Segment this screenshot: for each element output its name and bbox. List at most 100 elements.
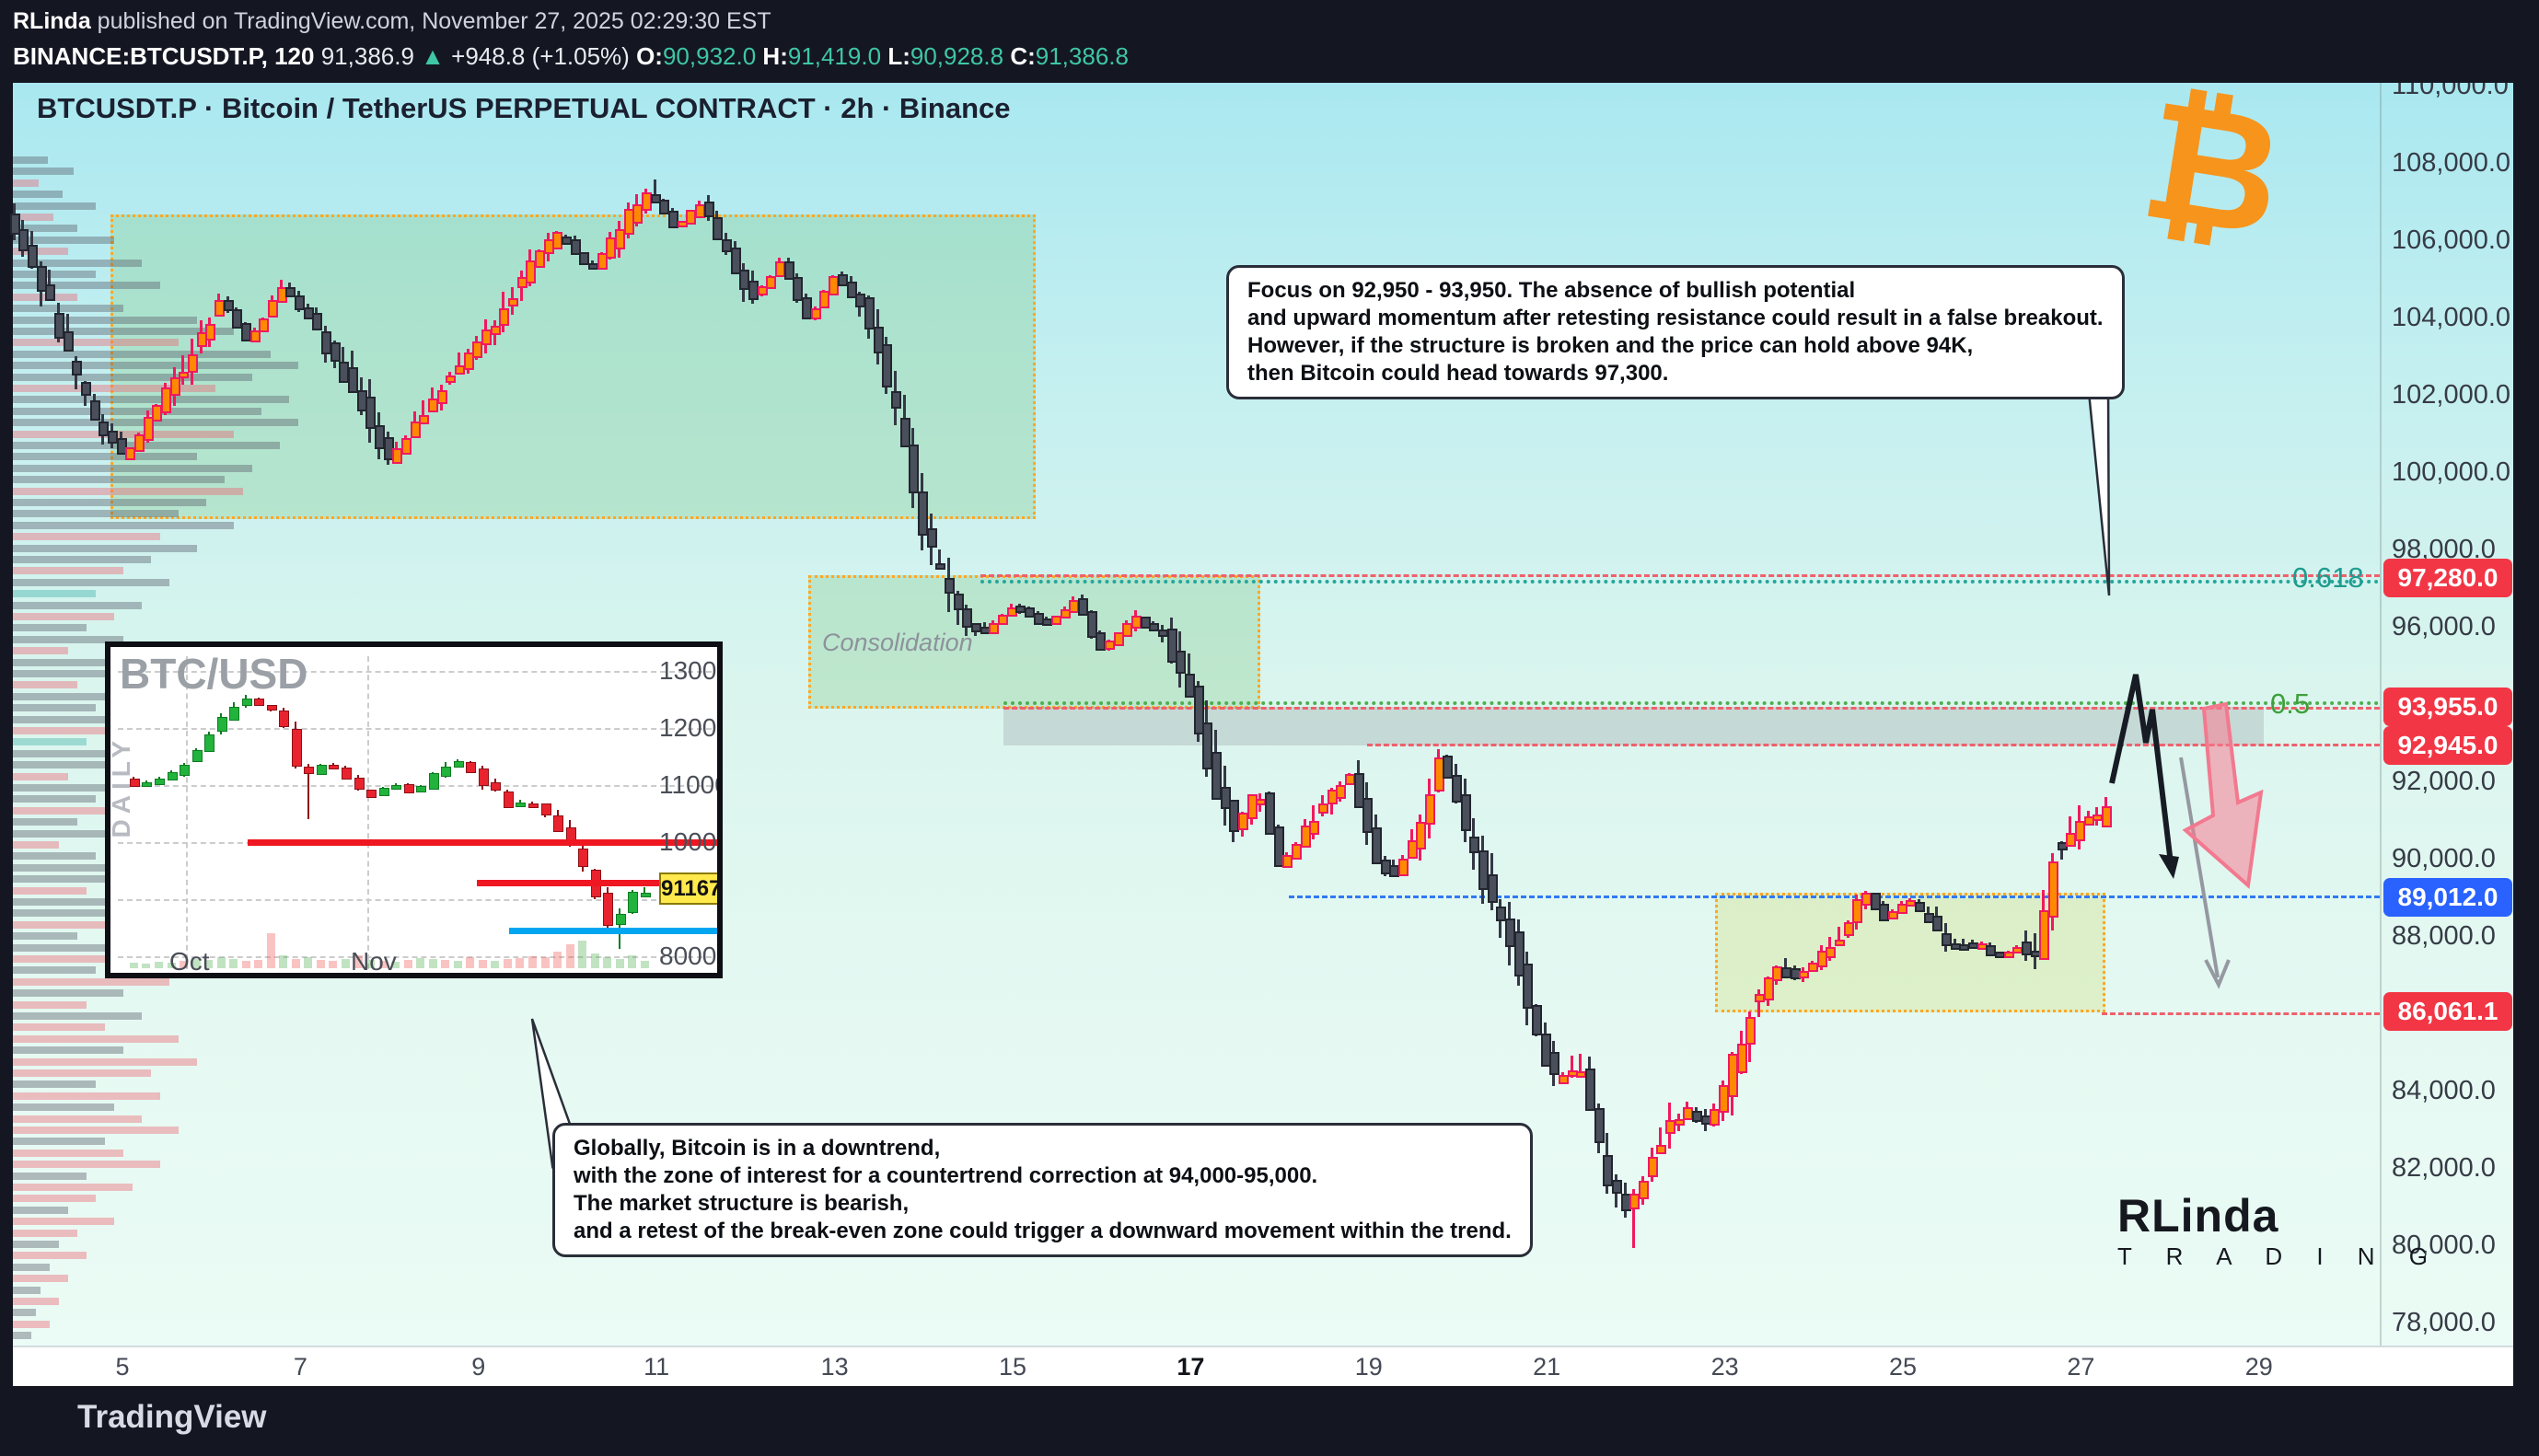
inset-volume-bar xyxy=(478,960,487,968)
candle-body xyxy=(1807,963,1818,973)
byline-text: published on TradingView.com, November 2… xyxy=(90,8,771,34)
annotation-line: then Bitcoin could head towards 97,300. xyxy=(1247,361,1669,386)
volume-profile-row xyxy=(13,1092,160,1100)
annotation-line: The market structure is bearish, xyxy=(574,1191,910,1216)
inset-red-level-100000 xyxy=(248,839,717,846)
candle-wick xyxy=(181,355,185,386)
volume-profile-row xyxy=(13,430,234,438)
candle-body xyxy=(1193,685,1204,734)
candle-body xyxy=(1843,922,1854,936)
inset-candle-body xyxy=(329,764,340,769)
candle-body xyxy=(890,390,901,410)
candle-body xyxy=(1585,1068,1596,1112)
candle-body xyxy=(446,376,457,384)
volume-profile-row xyxy=(13,305,123,313)
candle-body xyxy=(1149,623,1160,631)
y-axis-tick: 108,000.0 xyxy=(2392,148,2511,178)
candle-body xyxy=(1852,898,1863,923)
inset-volume-bar xyxy=(316,960,325,968)
level-97280-teal-dotted xyxy=(980,580,2380,584)
candle-body xyxy=(9,214,20,236)
candle-body xyxy=(1826,947,1837,959)
candle-body xyxy=(89,399,100,421)
inset-candle-body xyxy=(241,698,252,707)
inset-volume-bar xyxy=(553,952,562,968)
inset-red-level-92900 xyxy=(477,880,717,887)
candle-body xyxy=(1745,1017,1756,1046)
volume-profile-row xyxy=(13,624,87,632)
volume-profile-row xyxy=(13,168,74,176)
volume-profile-row xyxy=(13,1000,87,1009)
candle-body xyxy=(1639,1181,1650,1200)
volume-profile-row xyxy=(13,1229,77,1237)
inset-candle-body xyxy=(553,815,564,833)
candle-body xyxy=(944,577,955,595)
inset-volume-bar xyxy=(603,957,612,968)
candle-body xyxy=(18,228,29,251)
candle-body xyxy=(1166,628,1177,663)
volume-profile-row xyxy=(13,601,142,609)
symbol-status-row: BINANCE:BTCUSDT.P, 120 91,386.9 ▲ +948.8… xyxy=(13,42,1129,71)
candle-body xyxy=(989,623,1000,634)
up-triangle-icon: ▲ xyxy=(421,42,445,70)
candle-body xyxy=(2057,842,2068,851)
inset-volume-bar xyxy=(229,959,238,968)
volume-profile-row xyxy=(13,613,114,620)
volume-profile-row xyxy=(13,544,197,552)
volume-profile-row xyxy=(13,499,206,506)
inset-volume-bar xyxy=(590,953,599,968)
inset-volume-bar xyxy=(216,957,226,968)
inset-y-label: 80000 xyxy=(659,942,717,970)
volume-profile-row xyxy=(13,179,39,187)
inset-volume-bar xyxy=(254,960,263,968)
candle-body xyxy=(330,341,341,363)
price-level-tag: 86,061.1 xyxy=(2383,992,2512,1032)
candle-body xyxy=(1816,950,1827,967)
annotation-line: with the zone of interest for a countert… xyxy=(574,1163,1318,1188)
volume-profile-row xyxy=(13,1206,68,1214)
candle-body xyxy=(419,414,430,424)
volume-profile-row xyxy=(13,749,123,757)
volume-profile-row xyxy=(13,191,63,199)
volume-profile-row xyxy=(13,886,87,895)
inset-candle-body xyxy=(378,787,389,797)
candle-body xyxy=(125,447,136,460)
inset-candle-body xyxy=(142,781,153,787)
inset-volume-bar xyxy=(466,957,475,968)
candle-body xyxy=(935,562,946,571)
candle-body xyxy=(169,377,180,397)
candle-body xyxy=(285,286,296,298)
candle-body xyxy=(703,201,714,218)
volume-profile-row xyxy=(13,339,179,347)
volume-profile-row xyxy=(13,316,197,324)
candle-body xyxy=(846,281,857,298)
inset-volume-bar xyxy=(204,960,214,968)
inset-candle-body xyxy=(391,784,402,790)
candle-body xyxy=(374,425,385,449)
inset-candle-body xyxy=(155,779,165,786)
candle-body xyxy=(1362,798,1374,834)
inset-gridline-h xyxy=(118,671,712,673)
candle-body xyxy=(917,491,928,536)
inset-candle-body xyxy=(167,771,178,780)
candle-body xyxy=(249,329,261,342)
volume-profile-row xyxy=(13,692,114,700)
inset-volume-bar xyxy=(516,958,525,968)
volume-profile-row xyxy=(13,328,234,335)
volume-profile-row xyxy=(13,271,96,278)
volume-profile-row xyxy=(13,818,77,826)
inset-volume-bar xyxy=(167,963,176,968)
candle-body xyxy=(27,244,38,269)
candle-body xyxy=(45,284,56,302)
level-89012-blue-dashed xyxy=(1289,896,2380,898)
y-axis-tick: 82,000.0 xyxy=(2392,1153,2496,1183)
x-axis-tick: 15 xyxy=(998,1353,1027,1381)
candle-body xyxy=(783,260,794,280)
author-name: RLinda xyxy=(13,8,91,34)
last-price: 91,386.9 xyxy=(320,42,414,70)
inset-volume-bar xyxy=(191,959,201,968)
focus-annotation-box: Focus on 92,950 - 93,950. The absence of… xyxy=(1226,265,2125,399)
zone-upper-range xyxy=(110,214,1037,520)
candle-body xyxy=(1647,1156,1658,1178)
